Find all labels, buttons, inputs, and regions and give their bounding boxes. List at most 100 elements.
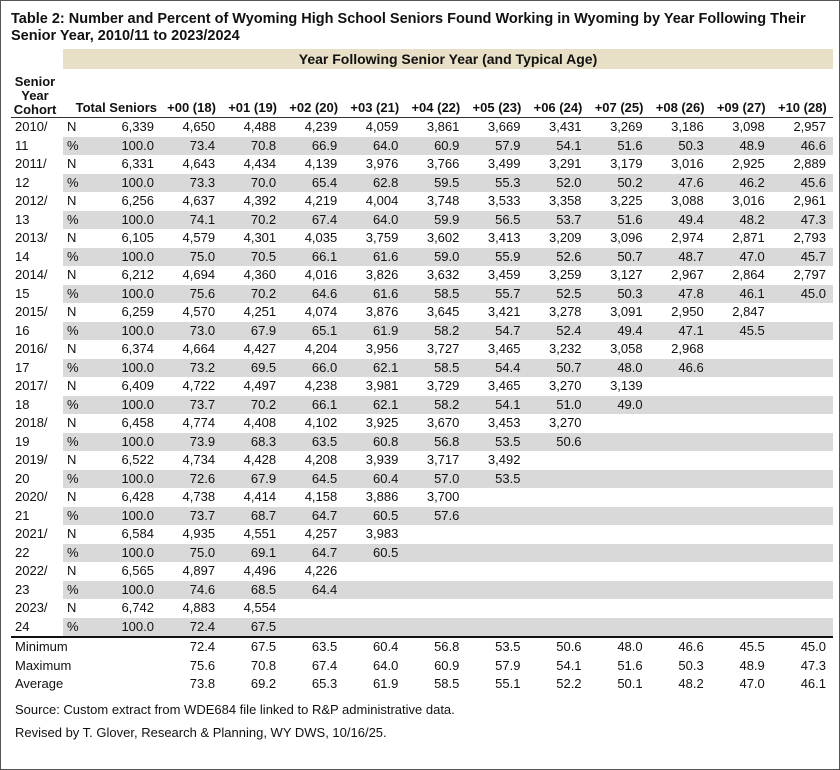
value-cell: 3,861 <box>426 119 460 134</box>
value-cell: 4,059 <box>365 119 399 134</box>
data-row: 2020/ 21 N 6,428 4,738 4,414 4,158 3,886 3,700 <box>11 488 833 523</box>
empty-cell <box>466 506 528 525</box>
empty-cell <box>527 599 588 618</box>
empty-cell <box>405 617 467 637</box>
value-cell: 73.4 <box>161 136 223 155</box>
summary-label: Minimum <box>11 636 99 657</box>
value-cell: 45.6 <box>771 173 833 192</box>
value-cell: 73.3 <box>161 173 223 192</box>
value-cell: 2,871 <box>732 230 765 245</box>
data-row: % 100.0 73.7 70.2 66.1 62.1 58.2 54.1 51.0 49.0 <box>11 395 833 414</box>
value-cell: 2,950 <box>671 304 704 319</box>
value-cell: 3,259 <box>549 267 582 282</box>
value-cell: 61.6 <box>344 284 406 303</box>
empty-cell <box>588 617 650 637</box>
value-cell: 70.2 <box>222 210 284 229</box>
value-cell: 3,939 <box>365 452 399 467</box>
empty-cell <box>527 562 588 581</box>
empty-cell <box>711 340 772 359</box>
value-cell: 46.1 <box>710 284 772 303</box>
value-cell: 59.5 <box>405 173 467 192</box>
value-cell: 69.5 <box>222 358 284 377</box>
data-row: 2013/ 14 N 6,105 4,579 4,301 4,035 3,759 3,602 3… <box>11 229 833 264</box>
summary-label: Average <box>15 676 64 691</box>
empty-cell <box>527 488 588 507</box>
value-cell: 53.5 <box>466 469 528 488</box>
empty-cell <box>405 599 466 618</box>
value-cell: 3,766 <box>426 156 460 171</box>
value-cell: 6,409 <box>121 378 154 393</box>
column-header: +10 (28) <box>771 69 833 118</box>
value-cell: 46.2 <box>710 173 772 192</box>
value-cell: 58.5 <box>405 284 467 303</box>
value-cell: 3,098 <box>732 119 765 134</box>
empty-cell <box>710 580 772 599</box>
measure: N <box>67 119 77 134</box>
value-cell: 59.0 <box>405 247 467 266</box>
data-row: % 100.0 74.6 68.5 64.4 <box>11 580 833 599</box>
value-cell: 68.3 <box>222 432 284 451</box>
empty-cell <box>650 414 711 433</box>
column-header: Total Seniors <box>63 69 161 118</box>
value-cell: 3,358 <box>549 193 582 208</box>
value-cell: 48.2 <box>710 210 772 229</box>
value-cell: 4,360 <box>243 267 277 282</box>
column-header: +09 (27) <box>710 69 772 118</box>
cohort-label: 2017/ 18 <box>11 377 63 414</box>
value-cell: 100.0 <box>99 358 161 377</box>
summary-value: 67.4 <box>311 657 338 673</box>
empty-cell <box>99 657 161 676</box>
value-cell: 72.6 <box>161 469 223 488</box>
value-cell: 2,864 <box>732 267 765 282</box>
value-cell: 52.4 <box>527 321 589 340</box>
column-header: +05 (23) <box>466 69 528 118</box>
value-cell: 54.1 <box>466 395 528 414</box>
empty-cell <box>283 617 345 637</box>
value-cell: 3,826 <box>365 267 399 282</box>
summary-value: 45.5 <box>710 636 772 657</box>
value-cell: 57.6 <box>405 506 467 525</box>
empty-cell <box>710 469 772 488</box>
value-cell: 4,016 <box>304 267 338 282</box>
cohort-label: 2010/ 11 <box>11 118 63 156</box>
value-cell: 4,219 <box>304 193 338 208</box>
value-cell: 2,889 <box>793 156 826 171</box>
empty-cell <box>710 395 772 414</box>
value-cell: 4,408 <box>243 415 277 430</box>
data-row: % 100.0 74.1 70.2 67.4 64.0 59.9 56.5 53.7 51.6 49… <box>11 210 833 229</box>
value-cell: 100.0 <box>99 506 161 525</box>
summary-row: Maximum 75.6 70.8 67.4 64.0 60.9 57.9 54.1 51.6 5… <box>11 657 833 676</box>
measure: N <box>67 341 77 356</box>
value-cell: 60.5 <box>344 506 406 525</box>
value-cell: 48.9 <box>710 136 772 155</box>
summary-value: 72.4 <box>161 636 223 657</box>
value-cell: 68.7 <box>222 506 284 525</box>
summary-value: 70.8 <box>250 657 277 673</box>
summary-value: 48.0 <box>588 636 650 657</box>
value-cell: 62.1 <box>344 395 406 414</box>
empty-cell <box>710 506 772 525</box>
value-cell: 3,670 <box>426 415 460 430</box>
empty-cell <box>649 506 711 525</box>
measure: % <box>63 432 99 451</box>
value-cell: 55.9 <box>466 247 528 266</box>
value-cell: 4,251 <box>243 304 277 319</box>
empty-cell <box>649 432 711 451</box>
cohort-header-text: Senior Year Cohort <box>13 74 57 117</box>
value-cell: 61.9 <box>344 321 406 340</box>
value-cell: 3,956 <box>365 341 399 356</box>
value-cell: 2,793 <box>793 230 826 245</box>
empty-cell <box>772 414 833 433</box>
empty-cell <box>527 617 589 637</box>
value-cell: 2,847 <box>732 304 765 319</box>
column-header: +00 (18) <box>161 69 223 118</box>
empty-cell <box>466 525 527 544</box>
value-cell: 2,797 <box>793 267 826 282</box>
empty-cell <box>772 488 833 507</box>
measure: % <box>63 284 99 303</box>
value-cell: 61.6 <box>344 247 406 266</box>
summary-value: 47.0 <box>739 676 765 691</box>
empty-cell <box>283 599 344 618</box>
measure: % <box>63 469 99 488</box>
summary-value: 67.5 <box>222 636 284 657</box>
